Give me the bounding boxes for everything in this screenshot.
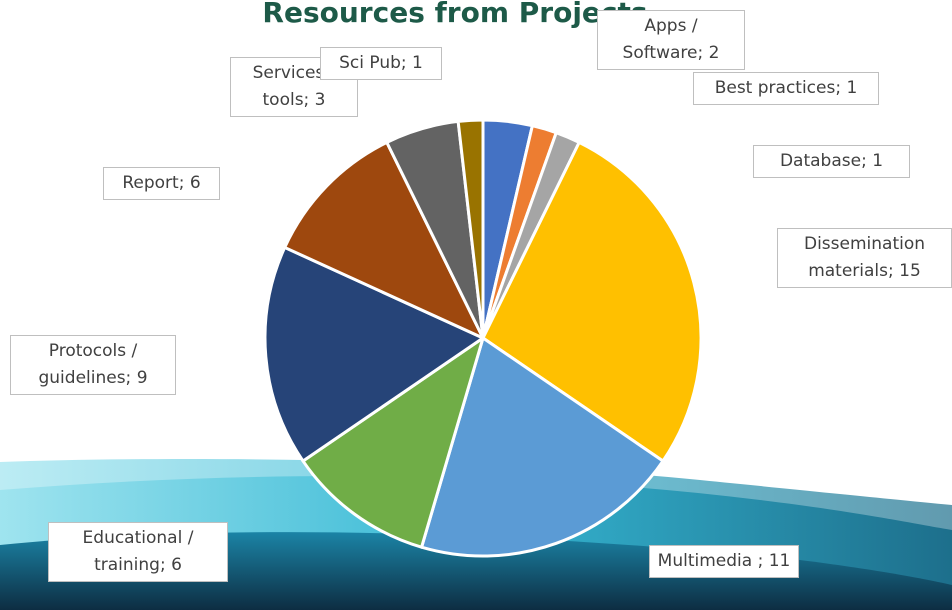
data-label: Apps / Software; 2 xyxy=(597,10,745,70)
data-label: Database; 1 xyxy=(753,145,910,178)
data-label: Protocols / guidelines; 9 xyxy=(10,335,176,395)
pie xyxy=(265,120,701,556)
data-label: Best practices; 1 xyxy=(693,72,879,105)
data-label: Dissemination materials; 15 xyxy=(777,228,952,288)
slide: Resources from Projects Apps / Software;… xyxy=(0,0,952,610)
data-label: Sci Pub; 1 xyxy=(320,47,442,80)
data-label: Educational / training; 6 xyxy=(48,522,228,582)
data-label: Multimedia ; 11 xyxy=(649,545,799,578)
chart-title: Resources from Projects xyxy=(0,0,910,29)
data-label: Report; 6 xyxy=(103,167,220,200)
